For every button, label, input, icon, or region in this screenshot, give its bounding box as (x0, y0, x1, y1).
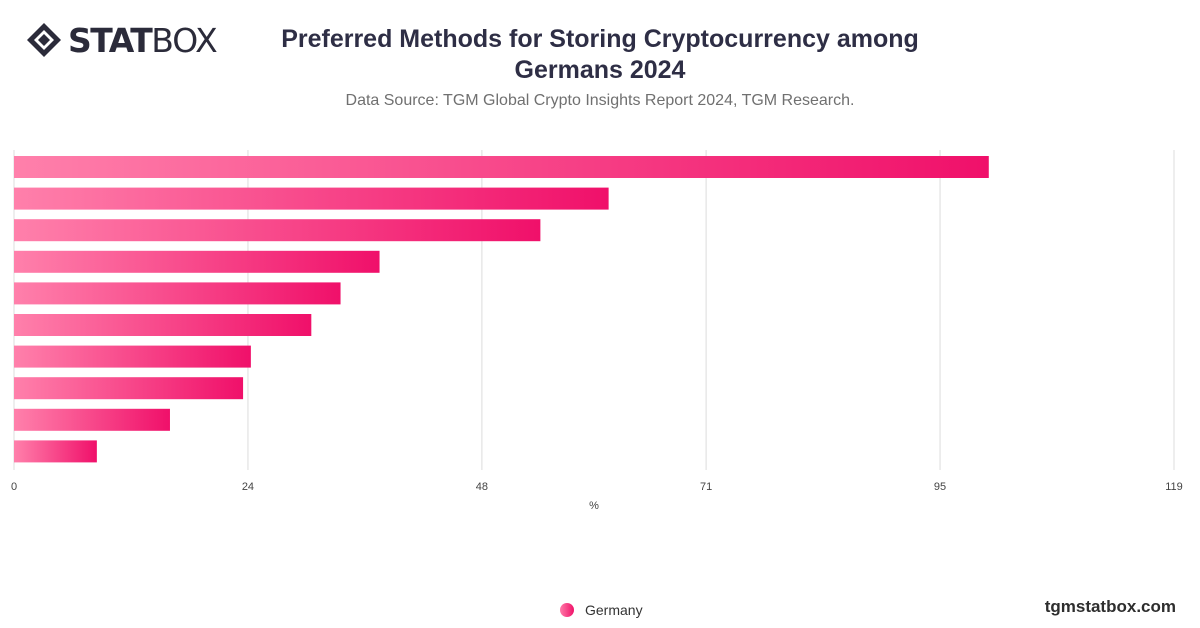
logo-wordmark: STATBOX (68, 20, 218, 60)
bar[interactable] (14, 440, 97, 463)
diamond-logo-icon (27, 23, 61, 57)
x-tick-label: 71 (700, 481, 712, 493)
chart-subtitle: Data Source: TGM Global Crypto Insights … (345, 92, 855, 109)
bar[interactable] (14, 345, 251, 368)
x-axis-tick-labels: 0 24 48 71 95 119 (11, 481, 1183, 493)
x-tick-label: 24 (242, 481, 254, 493)
bar[interactable] (14, 314, 312, 336)
bar[interactable] (14, 219, 541, 242)
bar[interactable] (14, 187, 609, 210)
bar[interactable] (14, 377, 244, 400)
bar[interactable] (14, 408, 170, 431)
website-link[interactable]: tgmstatbox.com (1044, 597, 1176, 616)
bars (14, 156, 989, 463)
legend-label: Germany (585, 602, 643, 618)
bar[interactable] (14, 282, 341, 305)
legend-marker-icon (560, 603, 574, 617)
x-tick-label: 95 (934, 481, 946, 493)
legend[interactable]: Germany (560, 602, 643, 618)
x-tick-label: 119 (1165, 481, 1183, 493)
x-axis-label: % (589, 500, 599, 512)
bar[interactable] (14, 156, 989, 178)
statbox-logo: STATBOX (26, 20, 218, 60)
chart-title: Preferred Methods for Storing Cryptocurr… (281, 25, 919, 84)
gridlines (13, 150, 1175, 470)
bar[interactable] (14, 250, 380, 273)
x-tick-label: 48 (476, 481, 488, 493)
x-tick-label: 0 (11, 481, 17, 493)
